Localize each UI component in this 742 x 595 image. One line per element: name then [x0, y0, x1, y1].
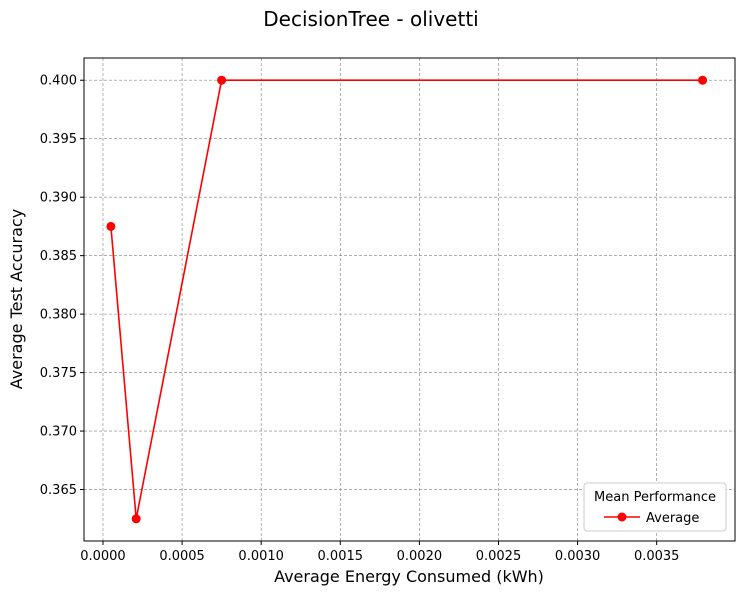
x-tick-label: 0.0025 — [476, 549, 522, 564]
series-line-average — [110, 79, 703, 519]
grid — [84, 58, 735, 541]
y-tick-label: 0.390 — [40, 191, 77, 206]
y-tick-label: 0.375 — [40, 366, 77, 381]
data-point — [106, 221, 116, 231]
y-tick-label: 0.380 — [40, 308, 77, 323]
x-tick-label: 0.0035 — [634, 549, 680, 564]
y-tick-label: 0.365 — [40, 483, 77, 498]
x-tick-label: 0.0015 — [318, 549, 364, 564]
y-axis-ticks: 0.365 0.370 0.375 0.380 0.385 0.390 0.395 0.400 — [40, 74, 84, 498]
x-tick-label: 0.0000 — [80, 549, 126, 564]
x-axis-ticks: 0.0000 0.0005 0.0010 0.0015 0.0020 0.0025 0.00… — [80, 541, 679, 564]
y-tick-label: 0.400 — [40, 74, 77, 89]
x-tick-label: 0.0030 — [555, 549, 601, 564]
y-tick-label: 0.385 — [40, 249, 77, 264]
x-tick-label: 0.0005 — [159, 549, 205, 564]
y-tick-label: 0.395 — [40, 132, 77, 147]
chart-title: DecisionTree - olivetti — [263, 7, 478, 31]
plot-frame — [83, 57, 736, 542]
series-layer — [106, 75, 708, 524]
y-axis-label: Average Test Accuracy — [7, 209, 26, 389]
data-point — [217, 75, 227, 85]
data-point — [131, 514, 141, 524]
legend-title: Mean Performance — [594, 490, 716, 505]
y-tick-label: 0.370 — [40, 425, 77, 440]
legend-label: Average — [646, 511, 699, 526]
legend: Mean Performance Average — [583, 482, 727, 532]
x-tick-label: 0.0020 — [397, 549, 443, 564]
x-axis-label: Average Energy Consumed (kWh) — [274, 567, 544, 586]
legend-marker — [617, 512, 627, 522]
data-point — [698, 75, 708, 85]
x-tick-label: 0.0010 — [238, 549, 284, 564]
